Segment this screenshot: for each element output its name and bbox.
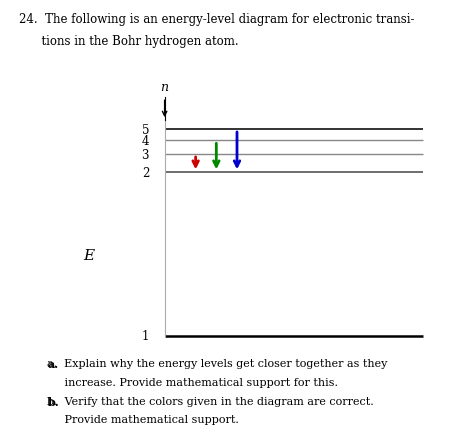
Text: 5: 5 bbox=[142, 123, 149, 136]
Text: Provide mathematical support.: Provide mathematical support. bbox=[47, 414, 239, 424]
Text: a.  Explain why the energy levels get closer together as they: a. Explain why the energy levels get clo… bbox=[47, 358, 388, 368]
Text: 24.  The following is an energy-level diagram for electronic transi-: 24. The following is an energy-level dia… bbox=[19, 13, 414, 26]
Text: E: E bbox=[84, 248, 95, 263]
Text: 1: 1 bbox=[142, 329, 149, 342]
Text: a.: a. bbox=[47, 358, 58, 369]
Text: increase. Provide mathematical support for this.: increase. Provide mathematical support f… bbox=[47, 378, 338, 388]
Text: b.  Verify that the colors given in the diagram are correct.: b. Verify that the colors given in the d… bbox=[47, 396, 374, 406]
Text: n: n bbox=[161, 81, 169, 94]
Text: 3: 3 bbox=[142, 148, 149, 161]
Text: b.: b. bbox=[47, 396, 59, 407]
Text: 4: 4 bbox=[142, 135, 149, 148]
Text: tions in the Bohr hydrogen atom.: tions in the Bohr hydrogen atom. bbox=[19, 35, 238, 48]
Text: 2: 2 bbox=[142, 166, 149, 179]
